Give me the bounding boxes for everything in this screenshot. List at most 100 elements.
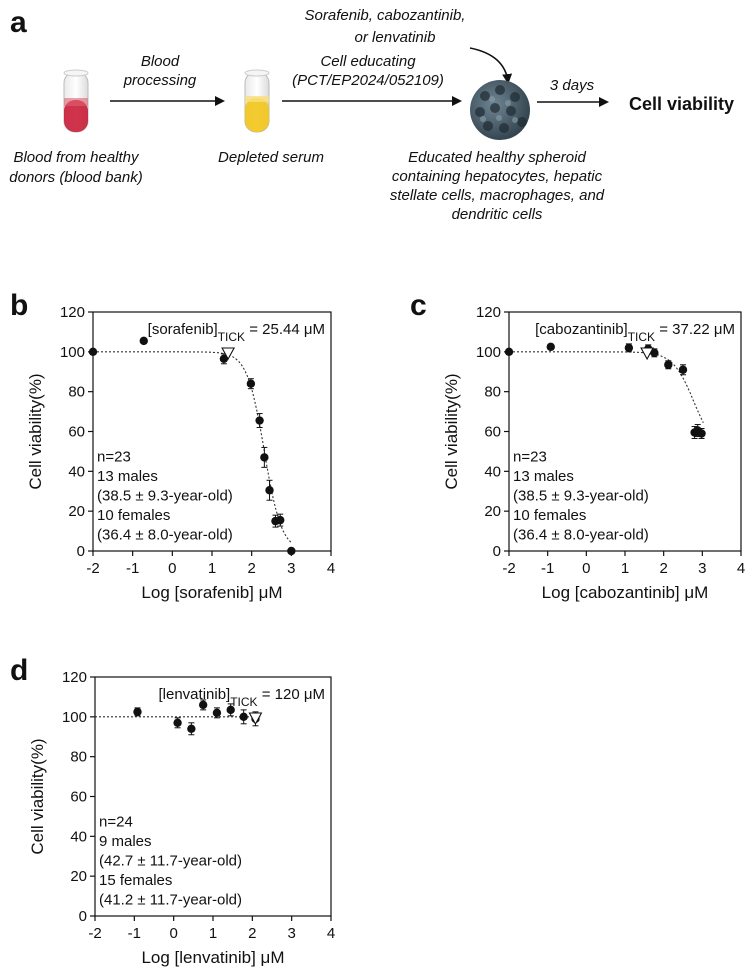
chart-title-main: [cabozantinib] (535, 321, 628, 338)
note-line: 9 males (99, 833, 152, 850)
note-line: n=23 (97, 449, 131, 466)
y-axis-title: Cell viability(%) (26, 373, 45, 489)
chart-title: [lenvatinib]TICK = 120 μM (159, 686, 326, 709)
tick-marker-triangle (640, 347, 655, 361)
chart-title-main: [lenvatinib] (159, 686, 231, 703)
note-line: (36.4 ± 8.0-year-old) (513, 527, 649, 544)
x-tick-label: -2 (86, 560, 99, 577)
x-axis-title: Log [lenvatinib] μM (141, 948, 284, 967)
data-point (546, 342, 555, 352)
chart-title-main: [sorafenib] (148, 321, 218, 338)
data-point (678, 365, 688, 374)
spheroid-caption-line2: containing hepatocytes, hepatic (392, 168, 603, 185)
note-line: (38.5 ± 9.3-year-old) (513, 488, 649, 505)
tick-marker-triangle (221, 347, 236, 361)
data-point (697, 429, 706, 438)
chart-title-value: = 37.22 μM (655, 321, 735, 338)
x-tick-label: 1 (208, 560, 216, 577)
chart-title-sub: TICK (218, 330, 245, 344)
panel-b-letter: b (10, 289, 28, 322)
data-point (88, 347, 98, 357)
y-tick-label: 60 (70, 789, 87, 806)
x-tick-label: 3 (698, 560, 706, 577)
y-tick-label: 0 (493, 543, 501, 560)
y-tick-label: 0 (79, 908, 87, 925)
note-line: (36.4 ± 8.0-year-old) (97, 527, 233, 544)
y-tick-label: 0 (77, 543, 85, 560)
x-tick-label: -1 (128, 925, 141, 942)
panel-a: a Sorafenib, cabozantinib, or lenvatinib… (9, 6, 734, 223)
data-point (255, 416, 264, 425)
outcome-label: Cell viability (629, 94, 734, 114)
x-tick-label: 4 (327, 925, 335, 942)
spheroid-caption-line3: stellate cells, macrophages, and (390, 187, 605, 204)
y-axis-title: Cell viability(%) (442, 373, 461, 489)
y-axis-title: Cell viability(%) (28, 738, 47, 854)
y-tick-label: 20 (68, 503, 85, 520)
data-point (133, 707, 142, 717)
x-tick-label: -1 (541, 560, 554, 577)
note-line: 13 males (513, 468, 574, 485)
chart-title-value: = 25.44 μM (245, 321, 325, 338)
data-point (187, 724, 196, 733)
chart-title-sub: TICK (628, 330, 655, 344)
serum-caption: Depleted serum (218, 149, 324, 166)
blood-caption-line2: donors (blood bank) (9, 169, 142, 186)
step1-label-line1: Blood (141, 53, 180, 70)
data-point (139, 336, 148, 346)
data-point (246, 379, 256, 388)
chart-panel-d: d 0 20 40 60 80 100 120 -2 -1 0 1 2 3 4 Log [lenvatinib… (10, 654, 335, 967)
x-tick-label: 1 (209, 925, 217, 942)
chart-title: [cabozantinib]TICK = 37.22 μM (535, 321, 735, 344)
spheroid-icon (470, 80, 530, 140)
data-point (650, 348, 659, 358)
x-axis-title: Log [cabozantinib] μM (542, 583, 709, 602)
tick-marker-triangle (248, 712, 263, 726)
data-point (265, 486, 274, 495)
y-tick-label: 100 (60, 344, 85, 361)
y-tick-label: 120 (476, 304, 501, 321)
data-point (260, 453, 269, 462)
x-tick-label: -2 (88, 925, 101, 942)
drug-arrow (469, 47, 513, 84)
spheroid-caption-line4: dendritic cells (452, 206, 543, 223)
x-tick-label: 0 (168, 560, 176, 577)
y-tick-label: 100 (62, 709, 87, 726)
spheroid-caption-line1: Educated healthy spheroid (408, 149, 586, 166)
chart-panel-b: b 0 20 40 60 80 100 120 -2 -1 0 1 2 3 4 Log [sorafenib]… (10, 289, 335, 602)
data-point (624, 343, 634, 353)
x-tick-label: 2 (248, 925, 256, 942)
chart-title-value: = 120 μM (258, 686, 325, 703)
panel-d-letter: d (10, 654, 28, 687)
x-tick-label: 0 (582, 560, 590, 577)
x-tick-label: 3 (287, 925, 295, 942)
x-tick-label: 4 (327, 560, 335, 577)
x-tick-label: 1 (621, 560, 629, 577)
y-tick-label: 60 (484, 424, 501, 441)
x-tick-label: -1 (126, 560, 139, 577)
drug-text-line1: Sorafenib, cabozantinib, (305, 7, 466, 24)
data-point (219, 354, 229, 364)
note-line: 10 females (97, 507, 170, 524)
data-point (287, 546, 296, 556)
step1-label-line2: processing (123, 72, 197, 89)
x-tick-label: -2 (502, 560, 515, 577)
y-tick-label: 20 (484, 503, 501, 520)
data-point (173, 718, 182, 728)
blood-tube-icon (63, 69, 89, 133)
y-tick-label: 120 (62, 669, 87, 686)
serum-tube-icon (244, 69, 270, 133)
y-tick-label: 80 (70, 749, 87, 766)
data-point (226, 705, 235, 715)
chart-title-sub: TICK (230, 695, 257, 709)
note-line: n=24 (99, 814, 133, 831)
y-tick-label: 80 (68, 384, 85, 401)
y-tick-label: 20 (70, 868, 87, 885)
note-line: 15 females (99, 872, 172, 889)
step2-label-line1: Cell educating (320, 53, 416, 70)
note-line: (38.5 ± 9.3-year-old) (97, 488, 233, 505)
chart-panel-c: c 0 20 40 60 80 100 120 -2 -1 0 1 2 3 4 Log [cabozantin… (410, 289, 745, 602)
x-tick-label: 2 (247, 560, 255, 577)
fit-curve (509, 351, 704, 423)
